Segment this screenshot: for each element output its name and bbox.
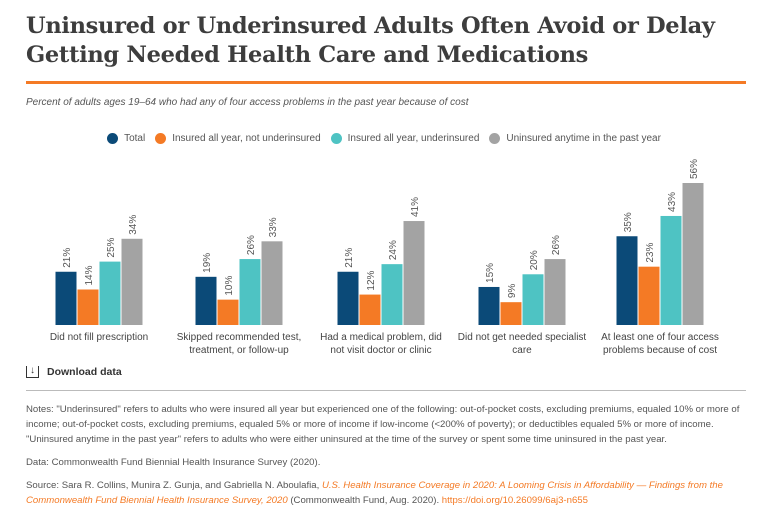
category-label: care xyxy=(512,345,532,356)
bar xyxy=(616,236,638,325)
legend-swatch xyxy=(330,133,342,144)
legend-label: Insured all year, underinsured xyxy=(347,133,480,144)
report-link[interactable]: U.S. Health Insurance Coverage in 2020: … xyxy=(26,480,723,506)
data-source-text: Data: Commonwealth Fund Biennial Health … xyxy=(26,457,321,468)
download-icon: ↓ xyxy=(26,366,39,378)
legend-swatch xyxy=(489,133,501,144)
bar xyxy=(359,294,381,325)
title-rule xyxy=(26,81,746,84)
bar xyxy=(99,261,121,325)
category-label: treatment, or follow-up xyxy=(189,345,289,356)
category-label: Skipped recommended test, xyxy=(177,332,302,343)
doi-link[interactable]: https://doi.org/10.26099/6aj3-n655 xyxy=(441,495,588,506)
bar xyxy=(337,271,359,325)
source-prefix: Source: Sara R. Collins, Munira Z. Gunja… xyxy=(26,480,322,491)
category-label: not visit doctor or clinic xyxy=(330,345,431,356)
bar xyxy=(261,241,283,325)
legend-item: Insured all year, not underinsured xyxy=(155,133,321,144)
source-text: Source: Sara R. Collins, Munira Z. Gunja… xyxy=(26,478,742,508)
download-label: Download data xyxy=(47,366,122,378)
download-data-button[interactable]: ↓ Download data xyxy=(26,366,122,378)
legend: Total Insured all year, not underinsured I… xyxy=(0,133,768,144)
bar xyxy=(500,302,522,325)
bar xyxy=(217,299,239,325)
data-label: 15% xyxy=(485,263,496,283)
data-label: 41% xyxy=(410,197,421,217)
notes-text: Notes: "Underinsured" refers to adults w… xyxy=(26,404,740,445)
data-label: 14% xyxy=(84,265,95,285)
data-label: 33% xyxy=(268,217,279,237)
bar xyxy=(55,271,77,325)
category-label: problems because of cost xyxy=(603,345,717,356)
legend-item: Total xyxy=(107,133,145,144)
legend-label: Uninsured anytime in the past year xyxy=(506,133,661,144)
data-label: 23% xyxy=(645,243,656,263)
data-label: 21% xyxy=(62,248,73,268)
bar xyxy=(195,276,217,325)
bar xyxy=(403,221,425,325)
category-label: Did not get needed specialist xyxy=(458,332,587,343)
data-label: 25% xyxy=(106,237,117,257)
chart-title: Uninsured or Underinsured Adults Often A… xyxy=(26,13,715,68)
notes-section: Notes: "Underinsured" refers to adults w… xyxy=(26,402,742,516)
bar xyxy=(638,266,660,325)
chart-subtitle: Percent of adults ages 19–64 who had any… xyxy=(26,97,469,108)
data-label: 34% xyxy=(128,215,139,235)
data-label: 43% xyxy=(667,192,678,212)
data-label: 35% xyxy=(623,212,634,232)
bar-chart: 21% 14% 25% 34% Did not fill prescription 19%… xyxy=(50,159,719,356)
bar xyxy=(478,286,500,325)
data-label: 21% xyxy=(344,248,355,268)
data-label: 12% xyxy=(366,270,377,290)
bar xyxy=(682,183,704,325)
category-label: At least one of four access xyxy=(601,332,719,343)
bar xyxy=(544,259,566,325)
bar xyxy=(381,264,403,325)
category-label: Did not fill prescription xyxy=(50,332,148,343)
divider xyxy=(26,390,746,391)
category-label: Had a medical problem, did xyxy=(320,332,442,343)
bar xyxy=(522,274,544,325)
legend-item: Insured all year, underinsured xyxy=(330,133,480,144)
data-label: 26% xyxy=(246,235,257,255)
bar xyxy=(660,215,682,325)
data-label: 19% xyxy=(202,253,213,273)
source-suffix: (Commonwealth Fund, Aug. 2020). xyxy=(287,495,442,506)
data-label: 56% xyxy=(689,159,700,179)
bar xyxy=(121,238,143,325)
legend-item: Uninsured anytime in the past year xyxy=(489,133,661,144)
legend-swatch xyxy=(107,133,119,144)
data-label: 24% xyxy=(388,240,399,260)
legend-label: Total xyxy=(124,133,146,144)
data-label: 26% xyxy=(551,235,562,255)
legend-label: Insured all year, not underinsured xyxy=(172,133,321,144)
bar xyxy=(239,259,261,325)
data-label: 10% xyxy=(224,276,235,296)
legend-swatch xyxy=(155,133,167,144)
data-label: 9% xyxy=(507,284,518,299)
data-label: 20% xyxy=(529,250,540,270)
bar xyxy=(77,289,99,325)
